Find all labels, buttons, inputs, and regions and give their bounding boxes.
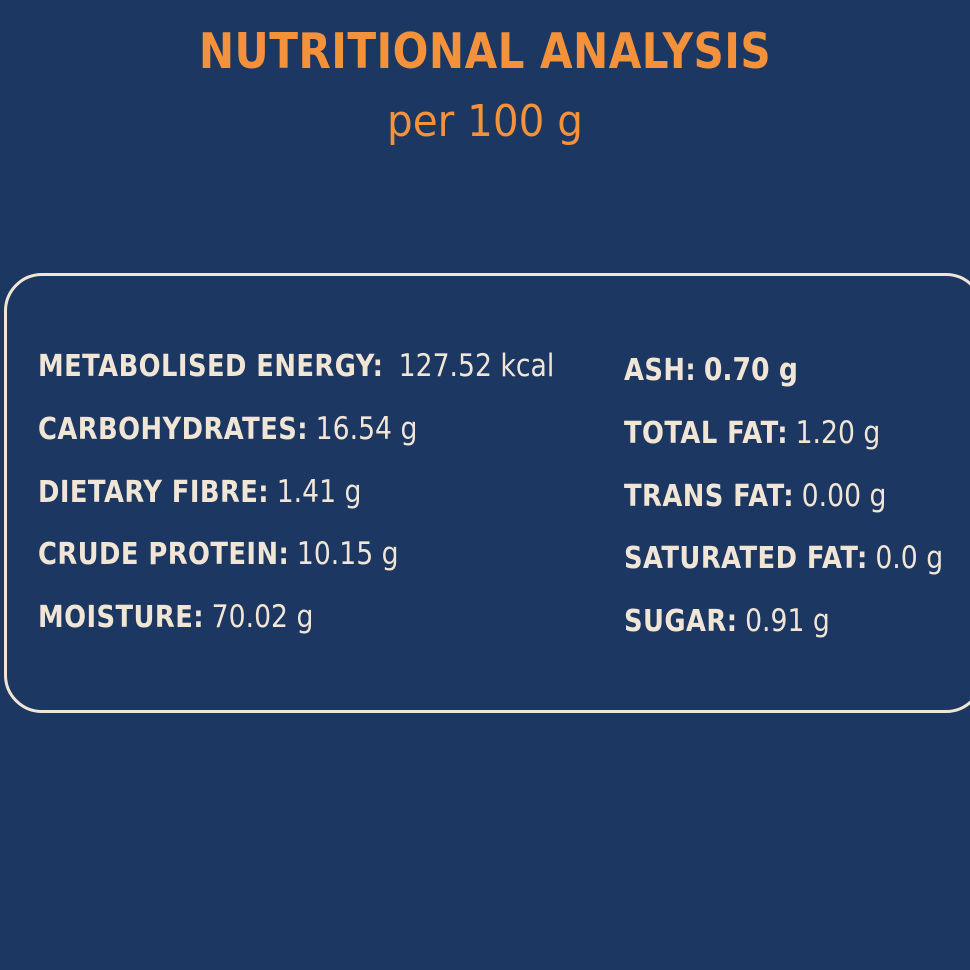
nutrient-label: SUGAR: [624,604,738,639]
nutrient-row-saturated-fat: SATURATED FAT: 0.0 g [624,537,943,579]
nutrient-row-dietary-fibre: DIETARY FIBRE: 1.41 g [38,471,361,513]
nutrient-label: SATURATED FAT: [624,541,868,576]
nutrient-row-moisture: MOISTURE: 70.02 g [38,596,313,638]
nutrient-row-crude-protein: CRUDE PROTEIN: 10.15 g [38,533,399,575]
nutrient-value: 0.00 g [801,478,887,514]
nutrient-row-ash: ASH: 0.70 g [624,349,798,391]
nutrient-value: 127.52 kcal [398,348,555,384]
nutrient-row-sugar: SUGAR: 0.91 g [624,600,830,642]
nutrient-label: METABOLISED ENERGY: [38,349,384,384]
nutrient-value: 0.0 g [875,540,944,576]
nutrient-row-carbohydrates: CARBOHYDRATES: 16.54 g [38,408,417,450]
nutrition-panel [4,273,970,713]
nutrient-label: TOTAL FAT: [624,416,788,451]
nutrient-value: 70.02 g [211,599,314,635]
nutrient-label: MOISTURE: [38,600,205,635]
nutrient-value: 1.41 g [276,474,362,510]
nutrient-value: 10.15 g [296,536,399,572]
nutrient-value: 16.54 g [315,411,418,447]
nutrient-row-total-fat: TOTAL FAT: 1.20 g [624,412,880,454]
nutrient-label: CRUDE PROTEIN: [38,537,290,572]
nutrient-value: 0.70 g [703,352,798,388]
page-title: NUTRITIONAL ANALYSIS [198,23,772,80]
nutrient-label: CARBOHYDRATES: [38,412,309,447]
nutrient-value: 1.20 g [795,415,881,451]
page-subtitle: per 100 g [387,96,583,147]
nutrient-row-trans-fat: TRANS FAT: 0.00 g [624,475,886,517]
nutrient-value: 0.91 g [745,603,830,639]
nutrient-label: DIETARY FIBRE: [38,475,270,510]
nutrient-label: ASH: [624,353,697,388]
nutrient-label: TRANS FAT: [624,479,795,514]
nutrient-row-energy: METABOLISED ENERGY: 127.52 kcal [38,345,554,387]
